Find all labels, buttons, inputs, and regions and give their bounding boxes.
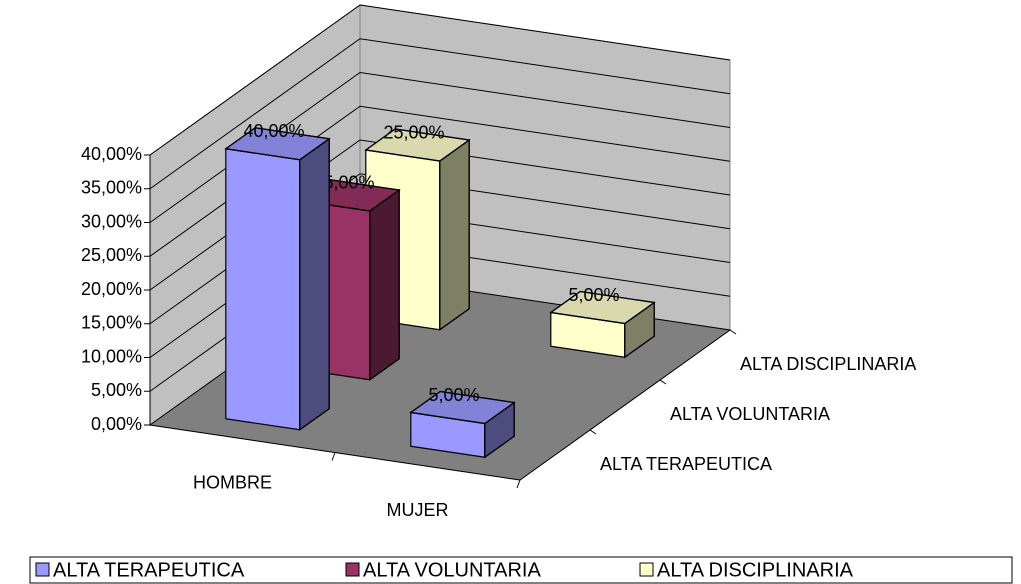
value-label: 25,00%: [384, 122, 445, 142]
grid-line: [149, 38, 731, 190]
legend-swatch: [639, 562, 654, 577]
legend-label: ALTA VOLUNTARIA: [363, 559, 541, 581]
legend-swatch: [35, 562, 50, 577]
bar-side-shade: [439, 138, 470, 331]
grid-line: [149, 71, 731, 223]
value-label: 5,00%: [569, 285, 620, 305]
depth-axis: [519, 329, 731, 481]
x-tick-label: HOMBRE: [193, 473, 272, 493]
y-tick-label: 30,00%: [81, 211, 142, 231]
bar-side-shade: [299, 137, 330, 431]
depth-tick-label: ALTA DISCIPLINARIA: [740, 354, 916, 374]
x-tick: [516, 479, 521, 489]
y-tick-label: 35,00%: [81, 178, 142, 198]
bar-top-shade: [364, 128, 471, 162]
x-tick: [331, 452, 336, 461]
value-label: 40,00%: [244, 121, 305, 141]
x-tick-label: MUJER: [387, 500, 449, 520]
depth-tick-label: ALTA VOLUNTARIA: [670, 404, 830, 424]
value-label: 5,00%: [429, 385, 480, 405]
y-tick-label: 15,00%: [81, 313, 142, 333]
y-tick-label: 10,00%: [81, 346, 142, 366]
y-tick-label: 25,00%: [81, 245, 142, 265]
legend-swatch: [345, 562, 360, 577]
bar: [549, 290, 656, 359]
bar-side-shade: [369, 188, 400, 381]
y-tick-label: 20,00%: [81, 279, 142, 299]
legend-box: [29, 556, 1013, 584]
grid-line: [149, 4, 731, 156]
bar-front: [225, 148, 301, 431]
bar: [409, 390, 516, 459]
bar-top-shade: [224, 127, 331, 161]
grid-line: [149, 173, 731, 325]
legend-label: ALTA DISCIPLINARIA: [657, 559, 854, 581]
depth-tick: [659, 379, 667, 385]
legend-label: ALTA TERAPEUTICA: [53, 559, 245, 581]
depth-tick-label: ALTA TERAPEUTICA: [600, 454, 772, 474]
depth-tick: [729, 329, 737, 335]
grid-line: [149, 139, 731, 291]
y-tick-label: 5,00%: [91, 380, 142, 400]
depth-tick: [589, 429, 597, 435]
bar: [224, 127, 331, 431]
bar-top-shade: [549, 290, 656, 325]
y-tick-label: 0,00%: [91, 414, 142, 434]
y-tick-label: 40,00%: [81, 144, 142, 164]
grid-line: [149, 105, 731, 257]
bar-top-shade: [409, 390, 516, 425]
